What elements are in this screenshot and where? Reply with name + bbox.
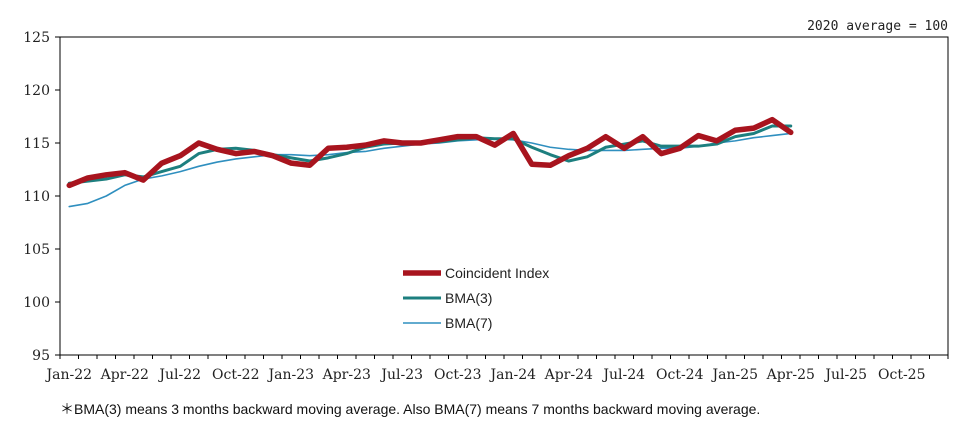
x-tick-label: Apr-23 [322, 367, 371, 383]
y-tick-label: 120 [23, 83, 50, 99]
x-tick-label: Apr-22 [100, 367, 149, 383]
x-tick-label: Apr-24 [544, 367, 593, 383]
y-tick-label: 115 [23, 136, 50, 152]
x-tick-label: Jul-22 [157, 367, 201, 383]
x-tick-label: Oct-24 [656, 367, 704, 383]
y-tick-label: 100 [23, 295, 50, 311]
y-tick-label: 105 [23, 242, 50, 258]
x-tick-label: Oct-23 [434, 367, 482, 383]
series-line-1 [66, 116, 794, 189]
legend-label: BMA(3) [445, 290, 492, 306]
x-tick-label: Jan-22 [44, 367, 92, 383]
y-axis: 95 100 105 110 115 120 125 [23, 30, 60, 364]
plot-frame [59, 36, 949, 356]
x-tick-label: Oct-25 [878, 367, 926, 383]
x-tick-label: Jul-23 [379, 367, 423, 383]
series-layer [66, 116, 794, 208]
y-tick-label: 110 [23, 189, 50, 205]
footnote: ＊BMA(3) means 3 months backward moving a… [60, 401, 761, 417]
x-tick-label: Oct-22 [212, 367, 260, 383]
x-tick-label: Jan-24 [488, 367, 536, 383]
legend-label: Coincident Index [445, 265, 549, 281]
legend: Coincident Index BMA(3) BMA(7) [403, 265, 549, 331]
legend-label: BMA(7) [445, 315, 492, 331]
x-axis: Jan-22 Apr-22 Jul-22 Oct-22 Jan-23 Apr-23 Jul-… [44, 355, 949, 383]
y-tick-label: 125 [23, 30, 50, 46]
unit-note: 2020 average = 100 [807, 19, 948, 34]
x-tick-label: Jul-25 [823, 367, 867, 383]
x-tick-label: Jan-23 [266, 367, 314, 383]
y-tick-label: 95 [32, 348, 50, 364]
x-tick-label: Jul-24 [601, 367, 645, 383]
x-tick-label: Apr-25 [766, 367, 815, 383]
x-tick-label: Jan-25 [710, 367, 758, 383]
